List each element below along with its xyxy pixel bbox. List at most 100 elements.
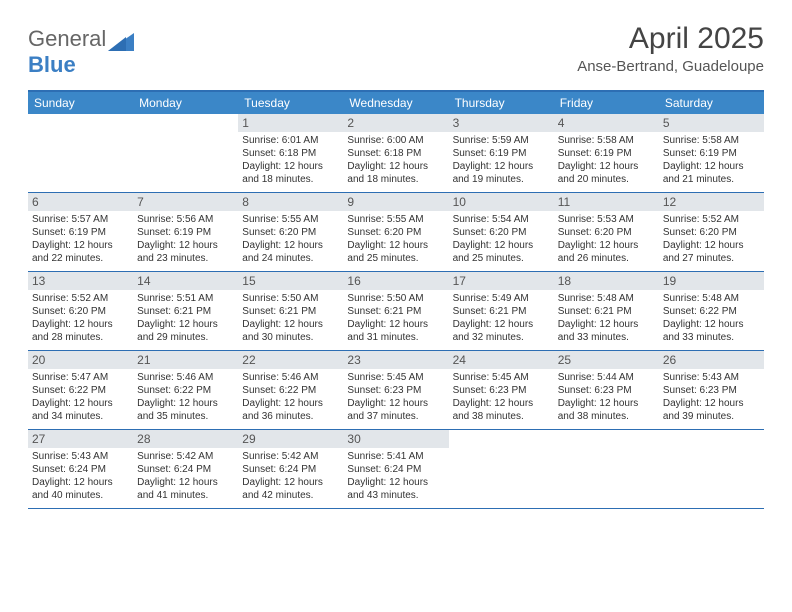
sunset-text: Sunset: 6:20 PM — [32, 305, 129, 318]
day-cell: 22Sunrise: 5:46 AMSunset: 6:22 PMDayligh… — [238, 351, 343, 429]
day-number: 27 — [28, 430, 133, 448]
day-cell: 7Sunrise: 5:56 AMSunset: 6:19 PMDaylight… — [133, 193, 238, 271]
daylight-text: Daylight: 12 hours and 28 minutes. — [32, 318, 129, 344]
daylight-text: Daylight: 12 hours and 29 minutes. — [137, 318, 234, 344]
sunrise-text: Sunrise: 5:43 AM — [663, 371, 760, 384]
sunset-text: Sunset: 6:21 PM — [242, 305, 339, 318]
sunset-text: Sunset: 6:19 PM — [558, 147, 655, 160]
daylight-text: Daylight: 12 hours and 25 minutes. — [347, 239, 444, 265]
day-body: Sunrise: 5:54 AMSunset: 6:20 PMDaylight:… — [449, 211, 554, 269]
calendar: Sunday Monday Tuesday Wednesday Thursday… — [28, 90, 764, 509]
day-number: 3 — [449, 114, 554, 132]
day-number: 29 — [238, 430, 343, 448]
day-number: 14 — [133, 272, 238, 290]
sunrise-text: Sunrise: 5:45 AM — [347, 371, 444, 384]
day-body: Sunrise: 5:56 AMSunset: 6:19 PMDaylight:… — [133, 211, 238, 269]
day-number: 1 — [238, 114, 343, 132]
sunset-text: Sunset: 6:19 PM — [137, 226, 234, 239]
day-number: 9 — [343, 193, 448, 211]
daylight-text: Daylight: 12 hours and 36 minutes. — [242, 397, 339, 423]
day-body: Sunrise: 5:52 AMSunset: 6:20 PMDaylight:… — [28, 290, 133, 348]
day-body: Sunrise: 5:50 AMSunset: 6:21 PMDaylight:… — [238, 290, 343, 348]
daylight-text: Daylight: 12 hours and 25 minutes. — [453, 239, 550, 265]
day-body: Sunrise: 5:43 AMSunset: 6:23 PMDaylight:… — [659, 369, 764, 427]
daylight-text: Daylight: 12 hours and 24 minutes. — [242, 239, 339, 265]
day-number: 30 — [343, 430, 448, 448]
daylight-text: Daylight: 12 hours and 23 minutes. — [137, 239, 234, 265]
daylight-text: Daylight: 12 hours and 26 minutes. — [558, 239, 655, 265]
dow-tuesday: Tuesday — [238, 92, 343, 114]
day-cell: 26Sunrise: 5:43 AMSunset: 6:23 PMDayligh… — [659, 351, 764, 429]
sunrise-text: Sunrise: 5:59 AM — [453, 134, 550, 147]
sunset-text: Sunset: 6:23 PM — [558, 384, 655, 397]
day-body: Sunrise: 5:41 AMSunset: 6:24 PMDaylight:… — [343, 448, 448, 506]
day-number: 12 — [659, 193, 764, 211]
daylight-text: Daylight: 12 hours and 39 minutes. — [663, 397, 760, 423]
location-label: Anse-Bertrand, Guadeloupe — [577, 58, 764, 75]
day-body: Sunrise: 6:00 AMSunset: 6:18 PMDaylight:… — [343, 132, 448, 190]
sunset-text: Sunset: 6:24 PM — [32, 463, 129, 476]
daylight-text: Daylight: 12 hours and 33 minutes. — [558, 318, 655, 344]
day-cell — [133, 114, 238, 192]
day-cell: 6Sunrise: 5:57 AMSunset: 6:19 PMDaylight… — [28, 193, 133, 271]
sunrise-text: Sunrise: 5:49 AM — [453, 292, 550, 305]
dow-saturday: Saturday — [659, 92, 764, 114]
sunset-text: Sunset: 6:18 PM — [347, 147, 444, 160]
day-number — [28, 114, 133, 132]
day-body: Sunrise: 5:48 AMSunset: 6:22 PMDaylight:… — [659, 290, 764, 348]
sunrise-text: Sunrise: 5:52 AM — [663, 213, 760, 226]
sunrise-text: Sunrise: 5:52 AM — [32, 292, 129, 305]
sunset-text: Sunset: 6:20 PM — [242, 226, 339, 239]
day-cell: 28Sunrise: 5:42 AMSunset: 6:24 PMDayligh… — [133, 430, 238, 508]
day-cell: 21Sunrise: 5:46 AMSunset: 6:22 PMDayligh… — [133, 351, 238, 429]
day-cell — [554, 430, 659, 508]
sunset-text: Sunset: 6:24 PM — [347, 463, 444, 476]
day-body: Sunrise: 5:43 AMSunset: 6:24 PMDaylight:… — [28, 448, 133, 506]
day-number: 22 — [238, 351, 343, 369]
day-body: Sunrise: 5:50 AMSunset: 6:21 PMDaylight:… — [343, 290, 448, 348]
sunset-text: Sunset: 6:21 PM — [347, 305, 444, 318]
sunrise-text: Sunrise: 5:50 AM — [242, 292, 339, 305]
daylight-text: Daylight: 12 hours and 18 minutes. — [347, 160, 444, 186]
day-cell: 29Sunrise: 5:42 AMSunset: 6:24 PMDayligh… — [238, 430, 343, 508]
sunrise-text: Sunrise: 5:48 AM — [663, 292, 760, 305]
sunrise-text: Sunrise: 5:42 AM — [242, 450, 339, 463]
day-number — [659, 430, 764, 448]
day-body: Sunrise: 5:42 AMSunset: 6:24 PMDaylight:… — [238, 448, 343, 506]
weeks-container: 1Sunrise: 6:01 AMSunset: 6:18 PMDaylight… — [28, 114, 764, 509]
day-cell: 11Sunrise: 5:53 AMSunset: 6:20 PMDayligh… — [554, 193, 659, 271]
sunrise-text: Sunrise: 5:48 AM — [558, 292, 655, 305]
day-body: Sunrise: 5:57 AMSunset: 6:19 PMDaylight:… — [28, 211, 133, 269]
day-body: Sunrise: 5:49 AMSunset: 6:21 PMDaylight:… — [449, 290, 554, 348]
daylight-text: Daylight: 12 hours and 22 minutes. — [32, 239, 129, 265]
day-cell: 24Sunrise: 5:45 AMSunset: 6:23 PMDayligh… — [449, 351, 554, 429]
day-number: 6 — [28, 193, 133, 211]
day-cell: 12Sunrise: 5:52 AMSunset: 6:20 PMDayligh… — [659, 193, 764, 271]
sunset-text: Sunset: 6:22 PM — [137, 384, 234, 397]
day-number: 10 — [449, 193, 554, 211]
day-cell: 9Sunrise: 5:55 AMSunset: 6:20 PMDaylight… — [343, 193, 448, 271]
sunset-text: Sunset: 6:24 PM — [137, 463, 234, 476]
title-block: April 2025 Anse-Bertrand, Guadeloupe — [577, 22, 764, 75]
day-body: Sunrise: 5:58 AMSunset: 6:19 PMDaylight:… — [554, 132, 659, 190]
sunrise-text: Sunrise: 5:47 AM — [32, 371, 129, 384]
day-number: 28 — [133, 430, 238, 448]
day-cell: 13Sunrise: 5:52 AMSunset: 6:20 PMDayligh… — [28, 272, 133, 350]
day-cell: 27Sunrise: 5:43 AMSunset: 6:24 PMDayligh… — [28, 430, 133, 508]
week-row: 27Sunrise: 5:43 AMSunset: 6:24 PMDayligh… — [28, 430, 764, 509]
day-number: 16 — [343, 272, 448, 290]
daylight-text: Daylight: 12 hours and 32 minutes. — [453, 318, 550, 344]
day-cell — [28, 114, 133, 192]
day-cell: 2Sunrise: 6:00 AMSunset: 6:18 PMDaylight… — [343, 114, 448, 192]
day-number: 8 — [238, 193, 343, 211]
dow-row: Sunday Monday Tuesday Wednesday Thursday… — [28, 92, 764, 114]
week-row: 1Sunrise: 6:01 AMSunset: 6:18 PMDaylight… — [28, 114, 764, 193]
sunrise-text: Sunrise: 5:42 AM — [137, 450, 234, 463]
sunset-text: Sunset: 6:23 PM — [347, 384, 444, 397]
day-cell: 10Sunrise: 5:54 AMSunset: 6:20 PMDayligh… — [449, 193, 554, 271]
header: General Blue April 2025 Anse-Bertrand, G… — [28, 22, 764, 78]
sunset-text: Sunset: 6:21 PM — [453, 305, 550, 318]
month-title: April 2025 — [577, 22, 764, 56]
sunrise-text: Sunrise: 5:44 AM — [558, 371, 655, 384]
sunset-text: Sunset: 6:18 PM — [242, 147, 339, 160]
